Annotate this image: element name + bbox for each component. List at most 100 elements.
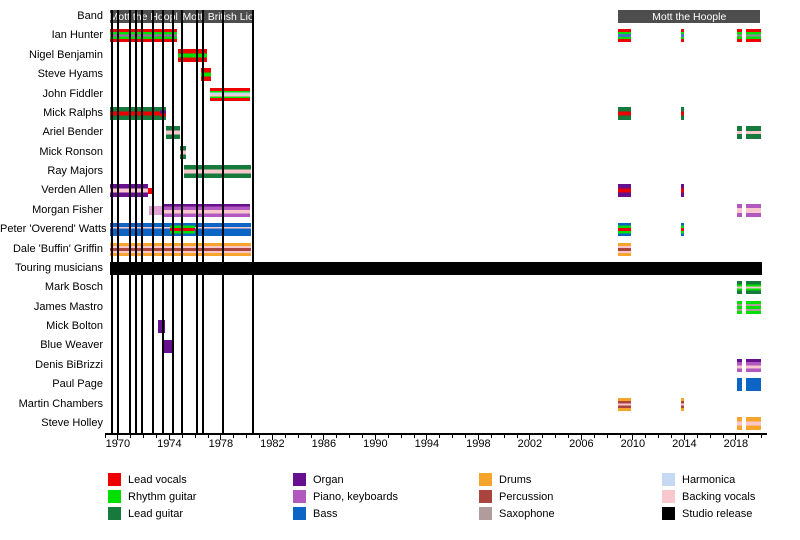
harmonica-swatch [662,473,675,486]
axis-tick [580,434,582,440]
timeline-bar: Mott the Hoople [618,10,761,23]
timeline-bar [148,187,153,195]
timeline-bar [746,378,761,392]
axis-tick-label: 1998 [466,438,491,450]
row-label-ariel-bender: Ariel Bender [42,126,103,139]
axis-tick-label: 2002 [517,438,543,450]
timeline-bar [746,358,761,372]
axis-tick [387,434,389,438]
timeline-bar [680,29,684,43]
axis-tick-label: 1994 [414,438,440,450]
axis-tick [284,434,286,438]
legend-label: Piano, keyboards [313,491,398,503]
row-label-james-mastro: James Mastro [33,300,103,313]
timeline-bar [736,29,743,43]
studio-release-line [116,10,120,433]
timeline-bar [618,106,631,120]
row-label-verden-allen: Verden Allen [41,184,103,197]
timeline-bar [746,126,761,140]
band-era-label: British Lions [207,10,265,23]
timeline-bar: Mott [177,10,208,23]
timeline-bar [736,417,743,430]
axis-tick [439,434,441,438]
axis-tick [220,434,222,440]
studio-release-line [128,10,132,433]
axis-tick [297,434,299,438]
timeline-bar [149,205,163,215]
axis-tick [310,434,312,438]
axis-tick [722,434,724,438]
row-label-morgan-fisher: Morgan Fisher [32,203,103,216]
axis-tick [323,434,325,440]
timeline-bar [680,184,684,198]
axis-tick [683,434,685,440]
axis-tick [452,434,454,438]
axis-tick [619,434,621,438]
timeline-bar [180,145,187,159]
timeline-bar [736,203,743,217]
row-label-steve-hyams: Steve Hyams [37,68,103,81]
axis-tick-label: 1978 [208,438,234,450]
x-axis [105,433,767,435]
timeline-bar [736,126,743,140]
axis-tick-label: 1970 [105,438,131,450]
band-era-label: Mott the Hoople [109,10,184,23]
axis-tick-label: 1982 [260,438,285,450]
axis-tick [233,434,235,438]
axis-tick-label: 2014 [672,438,697,450]
timeline-bar [209,87,251,101]
studio-release-line [180,10,184,433]
axis-tick [349,434,351,438]
studio-release-line [161,10,165,433]
studio-release-line [221,10,225,433]
legend-label: Harmonica [682,474,736,486]
timeline-bar [109,29,178,43]
row-label-nigel-benjamin: Nigel Benjamin [29,48,103,61]
axis-tick [709,434,711,438]
row-label-mick-bolton: Mick Bolton [46,320,103,333]
timeline-bar [157,320,165,334]
timeline-bar [618,397,631,411]
axis-tick [181,434,183,438]
studio-release-line [201,10,205,433]
timeline-bar [746,417,761,430]
legend-label: Rhythm guitar [128,491,197,503]
axis-tick [426,434,428,440]
axis-tick [606,434,608,438]
axis-tick [477,434,479,440]
axis-tick [490,434,492,438]
piano-keyboards-swatch [293,490,306,503]
row-label-dale-buffin-griffin: Dale 'Buffin' Griffin [12,242,103,255]
studio-release-line [134,10,138,433]
studio-release-line [195,10,199,433]
axis-tick-label: 1986 [311,438,337,450]
timeline-bar [109,184,149,198]
axis-tick [104,434,106,438]
row-label-ian-hunter: Ian Hunter [51,29,103,42]
axis-tick-label: 2010 [620,438,646,450]
legend-label: Percussion [499,491,554,503]
axis-tick [194,434,196,438]
row-label-denis-bibrizzi: Denis BiBrizzi [35,358,103,371]
row-label-band: Band [77,10,103,22]
lead-guitar-swatch [108,507,121,520]
percussion-swatch [479,490,492,503]
timeline-bar [746,203,761,217]
axis-tick [748,434,750,438]
bass-swatch [293,507,306,520]
row-label-martin-chambers: Martin Chambers [18,397,103,410]
axis-tick [130,434,132,438]
axis-tick-label: 2018 [723,438,749,450]
legend-label: Saxophone [499,508,555,520]
timeline-bar [736,358,743,372]
axis-tick [529,434,531,440]
timeline-bar [746,300,761,314]
timeline-bar [680,397,684,411]
axis-tick [413,434,415,438]
timeline-bar [746,281,761,295]
axis-tick [465,434,466,438]
axis-tick-label: 1990 [363,438,388,450]
studio-release-line [251,10,255,433]
axis-tick [593,434,595,438]
studio-release-line [140,10,144,433]
